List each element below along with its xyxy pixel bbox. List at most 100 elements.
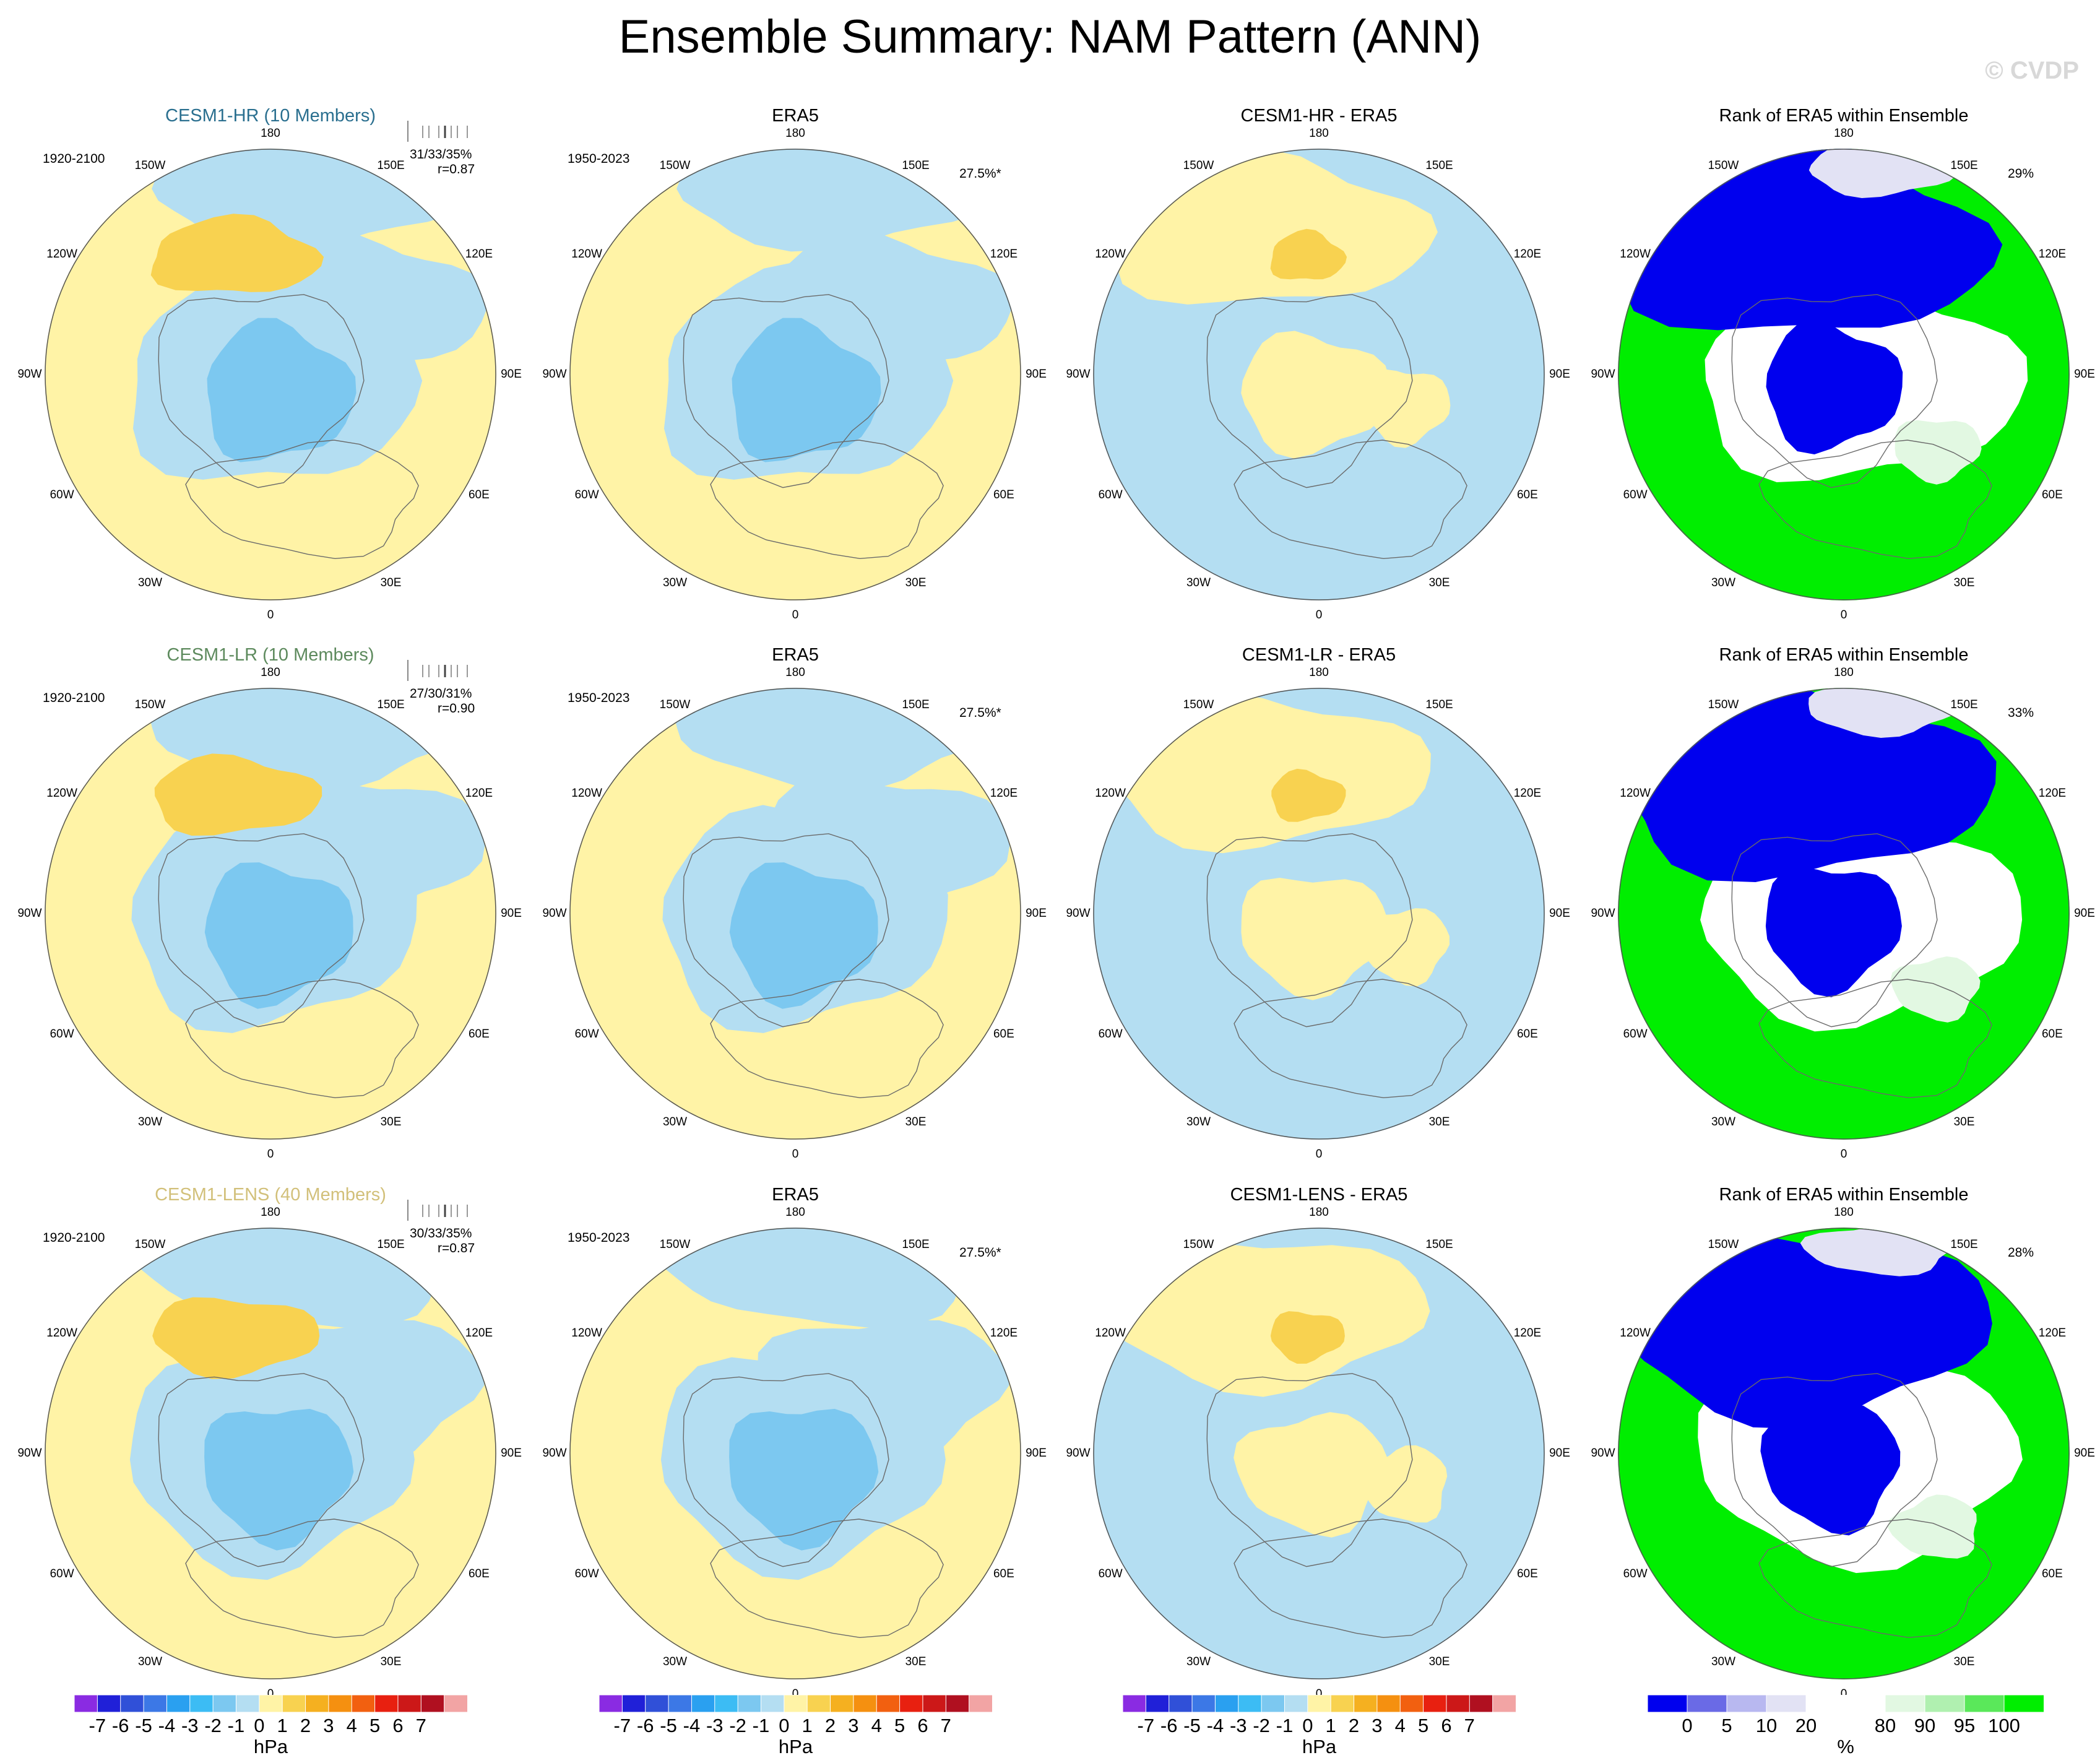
- longitude-label: 90E: [1026, 907, 1047, 920]
- longitude-label: 90W: [1591, 368, 1615, 381]
- colorbar-swatch: [1885, 1695, 1925, 1712]
- colorbar-swatch: [1924, 1695, 1965, 1712]
- positive-difference-region-east: [1357, 1445, 1448, 1523]
- longitude-label: 120E: [465, 1326, 493, 1340]
- longitude-label: 30E: [905, 576, 927, 589]
- longitude-label: 120E: [465, 786, 493, 800]
- colorbar-swatch: [876, 1695, 901, 1712]
- colorbar-tick-label: 1: [802, 1715, 813, 1736]
- longitude-label: 90W: [1066, 368, 1091, 381]
- colorbar-swatch: [1145, 1695, 1170, 1712]
- positive-anomaly-core: [150, 214, 324, 292]
- colorbar-tick-label: 4: [346, 1715, 357, 1736]
- colorbar-tick-label: 5: [1721, 1715, 1732, 1736]
- colorbar-tick-label: 7: [415, 1715, 426, 1736]
- colorbar-tick-label: 1: [1325, 1715, 1336, 1736]
- longitude-label: 150E: [1425, 1238, 1453, 1252]
- longitude-label: 0: [1315, 1687, 1323, 1700]
- longitude-label: 150E: [377, 698, 405, 712]
- longitude-label: 90E: [501, 1447, 522, 1460]
- colorbar-swatch: [120, 1695, 145, 1712]
- colorbar-tick-label: 3: [848, 1715, 859, 1736]
- colorbar-swatch: [1469, 1695, 1493, 1712]
- longitude-label: 120E: [465, 247, 493, 261]
- colorbar-swatch: [1423, 1695, 1447, 1712]
- longitude-label: 30W: [1711, 1655, 1736, 1668]
- low-rank-region-center: [1760, 1404, 1901, 1536]
- polar-map: [569, 149, 1021, 600]
- map-boundary: [1093, 688, 1545, 1140]
- longitude-label: 60W: [1623, 488, 1648, 501]
- longitude-label: 120E: [1513, 247, 1542, 261]
- panel-title: Rank of ERA5 within Ensemble: [1719, 1185, 1969, 1205]
- longitude-label: 150W: [659, 698, 691, 712]
- panel-title: ERA5: [772, 1185, 819, 1205]
- colorbar-tick-label: -3: [1229, 1715, 1247, 1736]
- polar-map: [45, 688, 496, 1140]
- coastline: [1234, 979, 1467, 1099]
- positive-anomaly-core: [152, 1297, 320, 1379]
- longitude-label: 30W: [137, 1655, 163, 1668]
- longitude-label: 120W: [1620, 1326, 1651, 1340]
- longitude-label: 150W: [659, 1238, 691, 1252]
- positive-difference-region-center: [1234, 1412, 1388, 1538]
- map-boundary: [1093, 1228, 1545, 1679]
- longitude-label: 120E: [990, 247, 1018, 261]
- panel-title: CESM1-LENS - ERA5: [1230, 1185, 1408, 1205]
- longitude-label: 60W: [574, 488, 599, 501]
- map-boundary: [1618, 688, 2070, 1140]
- percent-variance-label: 28%: [2008, 1245, 2034, 1260]
- polar-map: [45, 1228, 496, 1679]
- period-label: 1950-2023: [568, 691, 630, 705]
- pattern-correlation-label: r=0.87: [438, 162, 475, 176]
- colorbar-swatch: [282, 1695, 306, 1712]
- colorbar-tick-label: -4: [158, 1715, 176, 1736]
- colorbar-tick-label: -6: [1160, 1715, 1178, 1736]
- longitude-label: 60E: [2041, 1027, 2063, 1041]
- map-boundary: [45, 688, 496, 1140]
- mid-rank-lightgreen: [1888, 1494, 1977, 1559]
- map-boundary: [569, 149, 1021, 600]
- colorbar-tick-label: 100: [1988, 1715, 2020, 1736]
- colorbar-tick-label: -6: [636, 1715, 654, 1736]
- coastline: [185, 979, 419, 1099]
- coastline: [710, 979, 944, 1099]
- colorbar-swatch: [1238, 1695, 1263, 1712]
- longitude-label: 150W: [134, 1238, 166, 1252]
- polar-map: [1618, 149, 2070, 600]
- colorbar-swatch: [784, 1695, 808, 1712]
- polar-map: [1093, 1228, 1545, 1679]
- longitude-label: 90W: [1591, 907, 1615, 920]
- longitude-label: 60W: [1623, 1027, 1648, 1041]
- colorbar-swatch: [444, 1695, 467, 1712]
- positive-difference-core: [1270, 1311, 1345, 1364]
- longitude-label: 30E: [380, 576, 402, 589]
- longitude-label: 0: [267, 609, 274, 622]
- panel-title: CESM1-LR - ERA5: [1242, 645, 1396, 665]
- colorbar-swatch: [1766, 1695, 1807, 1712]
- polar-map: [1618, 688, 2070, 1140]
- colorbar-swatch: [1845, 1695, 1886, 1712]
- mid-rank-lightgreen: [1895, 420, 1982, 485]
- polar-map: [1618, 1228, 2070, 1679]
- colorbar-tick-label: 6: [917, 1715, 928, 1736]
- longitude-label: 30W: [1186, 576, 1211, 589]
- longitude-label: 30E: [1953, 576, 1975, 589]
- longitude-label: 90W: [542, 907, 567, 920]
- coastline: [683, 1373, 889, 1567]
- coastline: [158, 1373, 365, 1567]
- positive-difference-region-east: [1360, 908, 1450, 987]
- negative-anomaly-core: [729, 862, 878, 1009]
- panel-title: Rank of ERA5 within Ensemble: [1719, 645, 1969, 665]
- ensemble-percent-label: 31/33/35%: [410, 147, 472, 162]
- positive-difference-region-north: [1114, 149, 1438, 305]
- longitude-label: 90W: [1066, 1447, 1091, 1460]
- longitude-label: 90E: [1026, 368, 1047, 381]
- colorbar-tick-label: -6: [111, 1715, 129, 1736]
- colorbar-swatch: [166, 1695, 191, 1712]
- longitude-label: 90E: [2074, 1447, 2095, 1460]
- longitude-label: 150E: [377, 1238, 405, 1252]
- polar-map: [1093, 149, 1545, 600]
- low-rank-region-center: [1766, 319, 1903, 454]
- longitude-label: 60W: [574, 1027, 599, 1041]
